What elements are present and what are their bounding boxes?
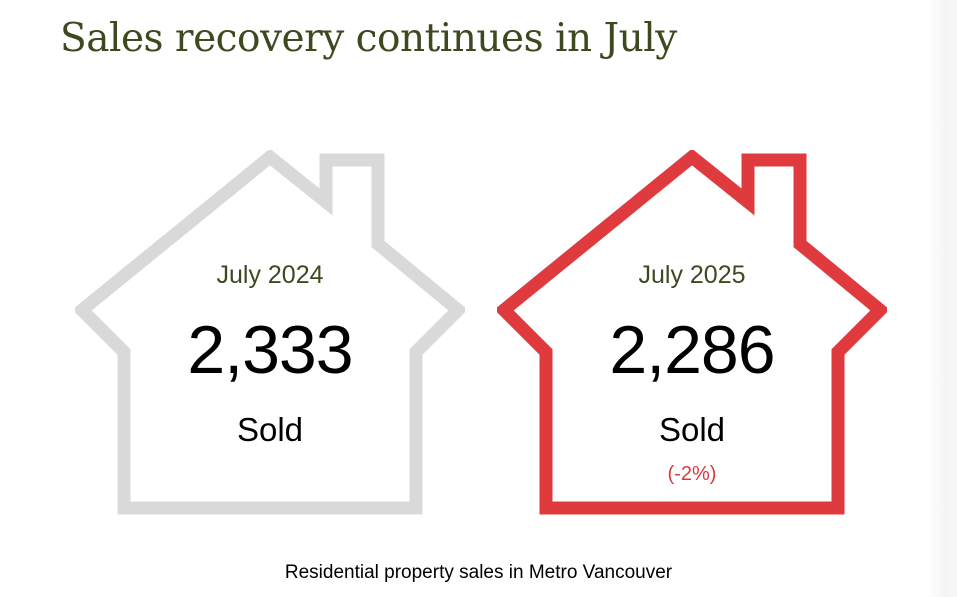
house-outline-icon [75, 150, 465, 515]
period-label: July 2025 [638, 261, 746, 289]
sold-count: 2,286 [609, 312, 775, 388]
chart-caption: Residential property sales in Metro Vanc… [284, 562, 673, 583]
sold-count: 2,333 [187, 312, 353, 388]
period-label: July 2024 [216, 261, 324, 289]
sales-card-2025: July 2025 2,286 Sold (-2%) [497, 150, 887, 515]
page-edge-shade [927, 0, 957, 597]
sold-label: Sold [658, 411, 726, 448]
sold-label: Sold [236, 411, 304, 448]
house-outline-icon [497, 150, 887, 515]
page-title: Sales recovery continues in July [60, 16, 677, 61]
sales-card-2024: July 2024 2,333 Sold [75, 150, 465, 515]
change-percent: (-2%) [667, 463, 717, 485]
